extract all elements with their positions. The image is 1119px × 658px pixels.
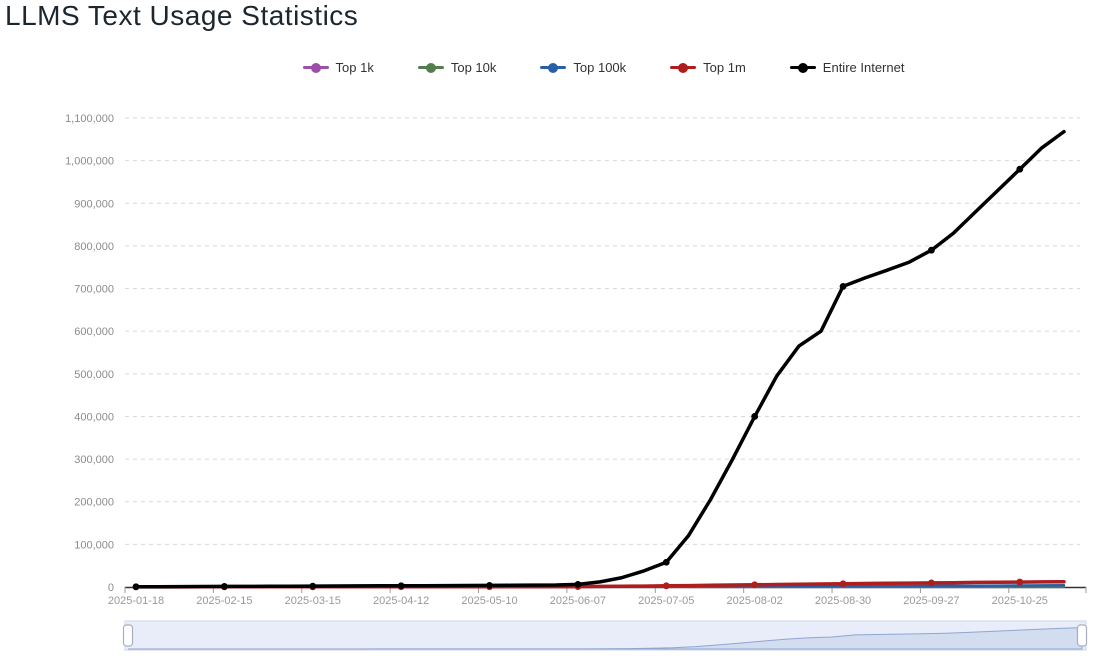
series-line-entire-internet bbox=[134, 129, 1066, 589]
x-tick-label: 2025-08-30 bbox=[815, 595, 871, 607]
chart-title: LLMS Text Usage Statistics bbox=[5, 0, 359, 31]
x-tick-label: 2025-03-15 bbox=[285, 595, 341, 607]
y-tick-label: 400,000 bbox=[74, 411, 114, 423]
y-tick-label: 0 bbox=[108, 582, 114, 594]
series-markers-entire-internet bbox=[132, 165, 1024, 591]
y-tick-label: 500,000 bbox=[74, 369, 114, 381]
y-axis-labels: 0 100,000 200,000 300,000 400,000 500,000 600,… bbox=[65, 113, 114, 594]
x-tick-label: 2025-10-25 bbox=[992, 595, 1048, 607]
x-tick-label: 2025-06-07 bbox=[550, 595, 606, 607]
legend-label: Top 10k bbox=[450, 60, 497, 75]
legend-label: Top 1m bbox=[703, 60, 746, 75]
legend-item-top-100k[interactable]: Top 100k bbox=[540, 60, 626, 75]
y-tick-label: 700,000 bbox=[74, 284, 114, 296]
legend-marker-icon bbox=[789, 62, 816, 73]
y-tick-label: 1,000,000 bbox=[65, 156, 114, 168]
navigator-area bbox=[128, 627, 1083, 650]
y-tick-label: 100,000 bbox=[74, 539, 114, 551]
legend-label: Top 1k bbox=[335, 60, 374, 75]
x-axis-labels: 2025-01-18 2025-02-15 2025-03-15 2025-04-12… bbox=[108, 595, 1048, 607]
legend-item-top-1m[interactable]: Top 1m bbox=[670, 60, 746, 75]
legend-label: Entire Internet bbox=[822, 60, 905, 75]
legend-item-top-10k[interactable]: Top 10k bbox=[417, 60, 497, 75]
x-tick-label: 2025-08-02 bbox=[727, 595, 783, 607]
legend-marker-icon bbox=[540, 62, 567, 73]
x-tick-label: 2025-05-10 bbox=[461, 595, 517, 607]
legend-marker-icon bbox=[302, 62, 329, 73]
navigator bbox=[122, 620, 1088, 651]
y-tick-label: 200,000 bbox=[74, 497, 114, 509]
navigator-handle-left[interactable] bbox=[122, 624, 134, 647]
x-tick-label: 2025-09-27 bbox=[903, 595, 959, 607]
y-tick-label: 900,000 bbox=[74, 198, 114, 210]
x-tick-label: 2025-04-12 bbox=[373, 595, 429, 607]
y-gridlines bbox=[125, 117, 1080, 545]
legend: Top 1k Top 10k Top 100k Top 1m Entire Intern… bbox=[0, 60, 1119, 75]
y-tick-label: 300,000 bbox=[74, 454, 114, 466]
x-tick-label: 2025-02-15 bbox=[196, 595, 252, 607]
x-tick-label: 2025-07-05 bbox=[638, 595, 694, 607]
y-tick-label: 800,000 bbox=[74, 241, 114, 253]
y-tick-label: 1,100,000 bbox=[65, 113, 114, 125]
x-tick-label: 2025-01-18 bbox=[108, 595, 164, 607]
legend-item-top-1k[interactable]: Top 1k bbox=[302, 60, 374, 75]
legend-label: Top 100k bbox=[573, 60, 627, 75]
legend-marker-icon bbox=[670, 62, 697, 73]
legend-item-entire-internet[interactable]: Entire Internet bbox=[789, 60, 905, 75]
y-tick-label: 600,000 bbox=[74, 326, 114, 338]
navigator-handle-right[interactable] bbox=[1076, 624, 1088, 647]
legend-marker-icon bbox=[417, 62, 444, 73]
